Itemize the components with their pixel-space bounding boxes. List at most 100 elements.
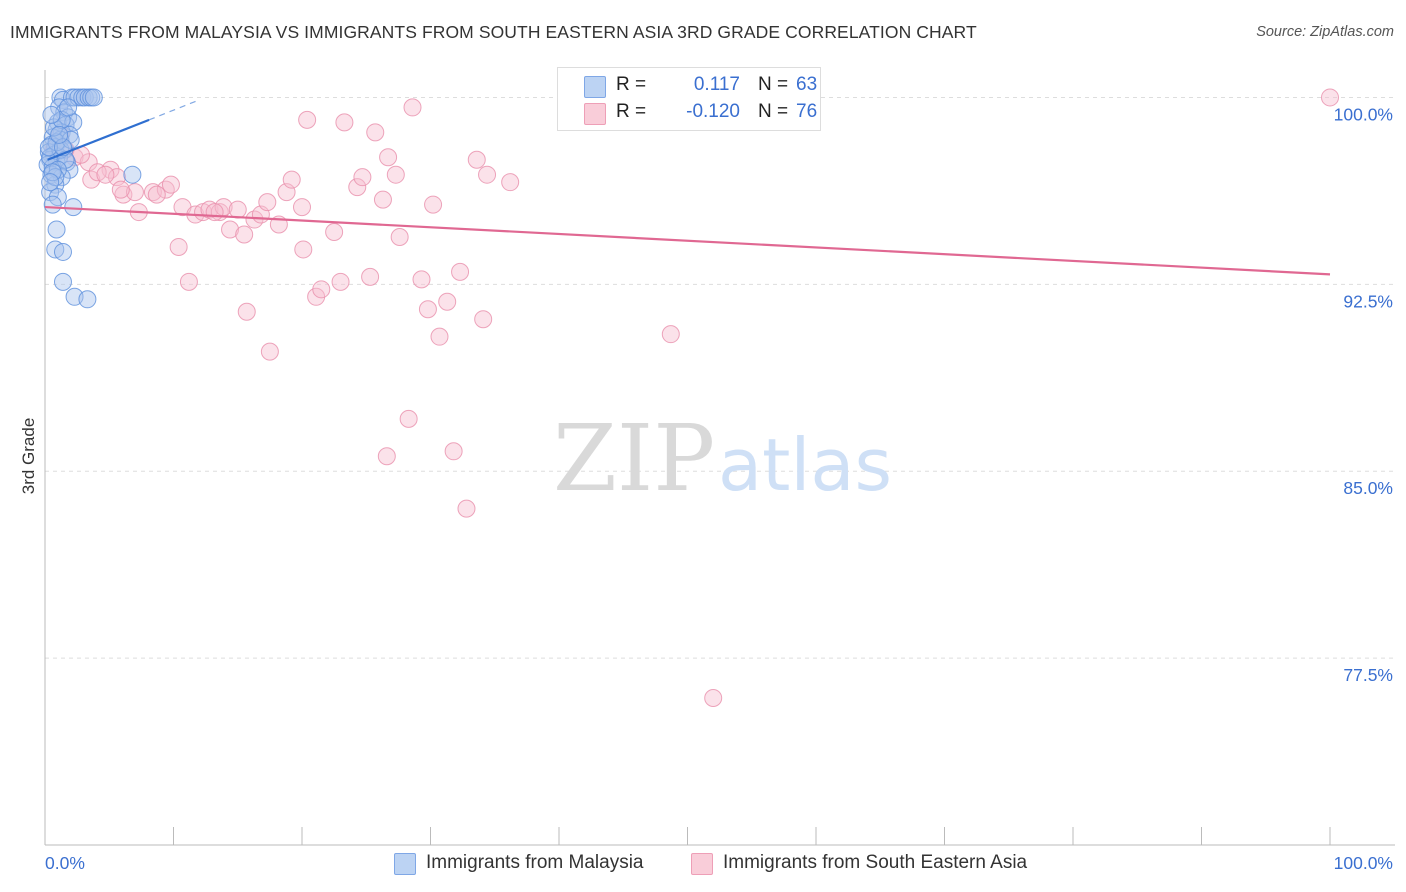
sea-point	[293, 198, 311, 217]
malaysia-trend-line	[47, 118, 150, 161]
sea-point	[424, 195, 443, 214]
n-value-sea: 76	[796, 101, 818, 122]
sea-point	[79, 153, 98, 172]
malaysia-point	[53, 242, 72, 261]
sea-point	[235, 225, 254, 244]
sea-point	[205, 203, 224, 222]
sea-point	[298, 110, 317, 129]
sea-point	[444, 442, 463, 461]
y-axis-label: 3rd Grade	[19, 418, 38, 495]
sea-point	[386, 165, 405, 184]
malaysia-point	[42, 105, 61, 124]
sea-point	[390, 227, 409, 246]
sea-point	[348, 178, 367, 197]
sea-point	[478, 165, 497, 184]
malaysia-trend-extension	[148, 99, 200, 121]
sea-point	[412, 270, 431, 289]
sea-point	[125, 183, 144, 202]
sea-point	[335, 113, 354, 132]
watermark-atlas: atlas	[718, 423, 892, 507]
n-value-malaysia: 63	[796, 74, 818, 95]
sea-point	[161, 175, 180, 194]
sea-point	[294, 240, 313, 259]
malaysia-point	[46, 168, 65, 187]
malaysia-point	[59, 98, 78, 117]
sea-point	[169, 237, 188, 256]
sea-point	[111, 180, 130, 199]
sea-point	[200, 200, 219, 219]
sea-point	[1321, 88, 1339, 107]
malaysia-point	[50, 125, 69, 144]
malaysia-point	[53, 272, 72, 291]
sea-point	[156, 180, 175, 199]
watermark-zip: ZIP	[553, 405, 715, 512]
sea-point	[366, 123, 385, 142]
r-value-sea: -0.120	[686, 101, 740, 122]
malaysia-swatch	[584, 76, 606, 98]
data-points	[38, 88, 1339, 707]
sea-point	[114, 185, 133, 204]
sea-point	[661, 325, 680, 344]
r-value-malaysia: 0.117	[693, 74, 740, 95]
sea-point	[438, 292, 457, 311]
sea-point	[403, 98, 422, 117]
x-tick-label: 0.0%	[45, 853, 85, 873]
sea-point	[418, 300, 437, 319]
grid-lines	[45, 96, 1395, 659]
legend-label-malaysia: Immigrants from Malaysia	[426, 852, 644, 873]
y-tick-label: 77.5%	[1343, 665, 1393, 685]
malaysia-point	[123, 165, 142, 184]
malaysia-point	[64, 198, 83, 217]
sea-point	[312, 280, 331, 299]
sea-point	[258, 193, 277, 212]
sea-point	[474, 310, 493, 329]
sea-point	[451, 262, 470, 281]
sea-swatch	[584, 103, 606, 125]
chart-source: Source: ZipAtlas.com	[1256, 24, 1394, 40]
malaysia-point	[47, 220, 66, 239]
malaysia-point	[43, 195, 62, 214]
y-tick-label: 92.5%	[1343, 291, 1393, 311]
sea-point	[221, 220, 240, 239]
malaysia-point	[61, 130, 80, 149]
r-label: R =	[616, 74, 647, 95]
sea-point	[325, 223, 344, 242]
sea-point	[282, 170, 301, 189]
trend-lines	[44, 99, 1331, 276]
watermark: ZIP atlas	[553, 405, 892, 512]
chart-title: IMMIGRANTS FROM MALAYSIA VS IMMIGRANTS F…	[10, 22, 977, 42]
sea-trend-line	[44, 205, 1331, 276]
sea-point	[377, 447, 396, 466]
malaysia-point	[41, 173, 60, 192]
y-tick-label: 100.0%	[1334, 104, 1393, 124]
sea-point	[361, 267, 380, 286]
sea-point	[457, 499, 476, 518]
sea-point	[373, 190, 392, 209]
tick-labels: 100.0% 92.5% 85.0% 77.5% 0.0% 100.0%	[45, 104, 1393, 873]
malaysia-point	[39, 138, 58, 157]
malaysia-point	[78, 290, 97, 309]
sea-point	[331, 272, 350, 291]
n-label: N =	[758, 101, 789, 122]
sea-point	[260, 342, 279, 361]
sea-point	[399, 409, 418, 428]
y-tick-label: 85.0%	[1343, 478, 1393, 498]
sea-point	[379, 148, 398, 167]
stats-legend: R = 0.117 N = 63 R = -0.120 N = 76	[557, 67, 821, 131]
legend-label-sea: Immigrants from South Eastern Asia	[723, 852, 1028, 873]
r-label: R =	[616, 101, 647, 122]
n-label: N =	[758, 74, 789, 95]
sea-point	[501, 173, 520, 192]
sea-point	[353, 168, 372, 187]
x-tick-label: 100.0%	[1334, 853, 1393, 873]
sea-point	[228, 200, 247, 219]
sea-point	[704, 688, 723, 707]
sea-point	[430, 327, 449, 346]
malaysia-point	[84, 88, 103, 107]
sea-point	[82, 170, 101, 189]
legend-swatch-sea	[691, 853, 713, 875]
sea-point	[96, 165, 115, 184]
legend-swatch-malaysia	[394, 853, 416, 875]
sea-point	[467, 150, 486, 169]
